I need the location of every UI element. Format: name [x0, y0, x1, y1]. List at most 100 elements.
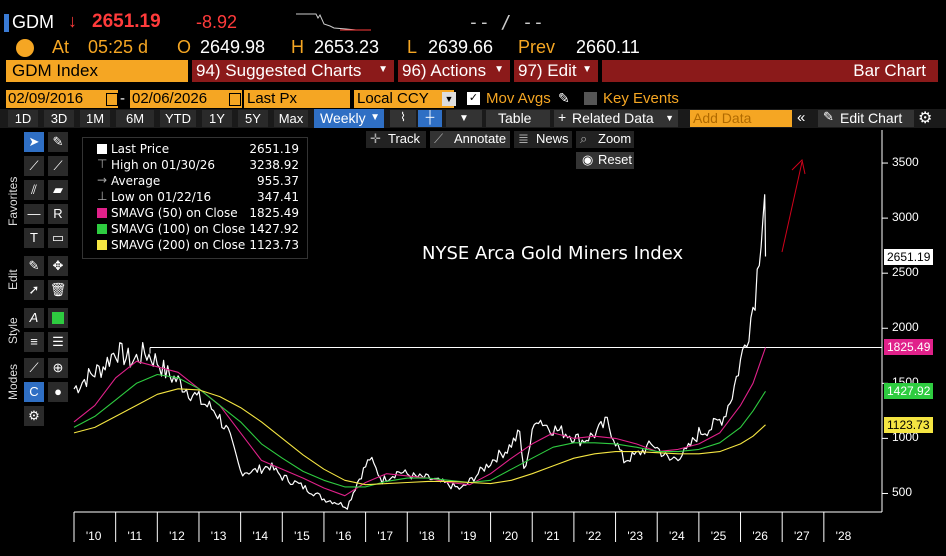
edit-tab[interactable]: Edit [6, 269, 20, 290]
ray-tool[interactable]: ⟋ [48, 156, 68, 176]
price-tag: 1123.73 [884, 416, 933, 433]
field-select[interactable]: Last Px [244, 90, 350, 108]
move-tool[interactable]: ✥ [48, 256, 68, 276]
period-button-ytd[interactable]: YTD [160, 110, 196, 127]
frequency-select[interactable]: Weekly ▼ [314, 109, 384, 128]
edit-chart-button[interactable]: ✎ Edit Chart [818, 109, 914, 127]
marker-tool[interactable]: ✎ [24, 256, 44, 276]
fill-tool[interactable]: ▰ [48, 180, 68, 200]
track-button[interactable]: ✛ Track [366, 131, 426, 148]
actions-menu[interactable]: 96) Actions ▼ [398, 60, 510, 82]
legend-row[interactable]: → Average 955.37 [83, 173, 305, 189]
line-style-tool[interactable]: ≡ [24, 332, 44, 352]
line-width-tool[interactable]: ☰ [48, 332, 68, 352]
x-tick-label: '17 [377, 529, 394, 543]
snapshot-tool[interactable]: C [24, 382, 44, 402]
annotation-arrow-head [791, 158, 806, 175]
magnet-tool[interactable]: ⊕ [48, 358, 68, 378]
security-label: GDM Index [12, 61, 98, 80]
zoom-icon: ⌕ [580, 131, 588, 146]
menu-bar: GDM Index 94) Suggested Charts ▼ 96) Act… [0, 60, 946, 82]
zoom-button[interactable]: ⌕ Zoom [576, 131, 634, 148]
trendline-tool[interactable]: ⟋ [24, 156, 44, 176]
suggested-charts-menu[interactable]: 94) Suggested Charts ▼ [192, 60, 394, 82]
annotation-arrow-line [781, 161, 803, 253]
related-data-button[interactable]: + Related Data ▼ [554, 109, 678, 127]
end-date-value: 02/06/2026 [132, 90, 208, 107]
select-tool[interactable]: ➚ [24, 280, 44, 300]
chart-style-dropdown[interactable]: ▼ [446, 110, 482, 127]
gear-icon[interactable]: ⚙ [918, 110, 933, 127]
table-button[interactable]: Table [486, 110, 550, 127]
annotate-button[interactable]: ⟋ Annotate [430, 131, 510, 148]
edit-label: 97) Edit [518, 61, 577, 80]
period-button-3d[interactable]: 3D [44, 110, 74, 127]
start-date-input[interactable]: 02/09/2016 [6, 90, 118, 108]
style-tab[interactable]: Style [6, 317, 20, 344]
mov-avgs-checkbox[interactable]: ✓ [467, 92, 480, 105]
text-tool[interactable]: T [24, 228, 44, 248]
legend-row[interactable]: SMAVG (50) on Close 1825.49 [83, 206, 305, 221]
settings-gear-icon[interactable]: ⚙ [24, 406, 44, 426]
legend-row[interactable]: SMAVG (100) on Close 1427.92 [83, 222, 305, 237]
mov-avgs-label: Mov Avgs [486, 90, 551, 107]
rectangle-tool[interactable]: ▭ [48, 228, 68, 248]
channel-tool[interactable]: ⫽ [24, 180, 44, 200]
end-date-input[interactable]: 02/06/2026 [130, 90, 242, 108]
period-button-5y[interactable]: 5Y [238, 110, 268, 127]
line-chart-button[interactable]: ⌇ [390, 110, 416, 127]
calendar-icon[interactable] [106, 93, 118, 106]
security-field[interactable]: GDM Index [6, 60, 188, 82]
crosshair-icon: ✛ [370, 131, 381, 146]
color-picker[interactable] [48, 308, 68, 328]
reset-button[interactable]: ◉ Reset [576, 152, 634, 169]
legend-marker-icon: ⊤ [97, 157, 108, 171]
x-tick-label: '10 [85, 529, 102, 543]
currency-value: Local CCY [357, 90, 429, 107]
suggested-charts-label: 94) Suggested Charts [196, 61, 362, 80]
pen-tool[interactable]: ✎ [48, 132, 68, 152]
currency-select[interactable]: Local CCY [354, 90, 454, 108]
legend-row[interactable]: SMAVG (200) on Close 1123.73 [83, 238, 305, 253]
add-data-input[interactable]: Add Data [690, 110, 792, 127]
x-tick-label: '23 [627, 529, 644, 543]
key-events-checkbox[interactable] [584, 92, 597, 105]
period-button-6m[interactable]: 6M [116, 110, 154, 127]
palette-tool[interactable]: ● [48, 382, 68, 402]
quote-time: 05:25 d [88, 37, 149, 57]
calendar-icon[interactable] [229, 93, 241, 106]
period-button-1m[interactable]: 1M [80, 110, 110, 127]
crosshair-tool[interactable]: ⟋ [24, 358, 44, 378]
news-button[interactable]: ≣ News [514, 131, 572, 148]
font-tool[interactable]: A [24, 308, 44, 328]
legend-row[interactable]: ⊥ Low on 01/22/16 347.41 [83, 189, 305, 205]
trash-icon[interactable]: 🗑 [48, 280, 68, 300]
prev-label: Prev [518, 37, 556, 57]
legend-label: Low on 01/22/16 [111, 190, 212, 204]
date-separator: - [120, 90, 125, 107]
actions-label: 96) Actions [402, 61, 487, 80]
pencil-icon[interactable]: ✎ [558, 90, 570, 106]
y-tick-label: 500 [892, 485, 913, 500]
drawing-tools-panel: ➤ ✎ ⟋ ⟋ ⫽ ▰ — R T ▭ ✎ ✥ ➚ 🗑 A ≡ ☰ ⟋ ⊕ C … [0, 130, 72, 430]
collapse-icon[interactable]: « [797, 109, 806, 126]
legend-row[interactable]: Last Price 2651.19 [83, 142, 305, 157]
x-tick-label: '27 [794, 529, 810, 543]
period-button-1d[interactable]: 1D [8, 110, 38, 127]
currency-dropdown-button[interactable]: ▼ [442, 92, 456, 106]
edit-menu[interactable]: 97) Edit ▼ [514, 60, 598, 82]
bar-chart-button[interactable]: ┼ [418, 110, 442, 127]
period-button-1y[interactable]: 1Y [202, 110, 232, 127]
period-button-max[interactable]: Max [274, 110, 308, 127]
reset-label: Reset [598, 152, 632, 167]
pencil-icon: ✎ [823, 109, 834, 124]
legend-row[interactable]: ⊤ High on 01/30/26 3238.92 [83, 157, 305, 173]
modes-tab[interactable]: Modes [6, 363, 20, 400]
horizontal-line-tool[interactable]: — [24, 204, 44, 224]
pointer-tool[interactable]: ➤ [24, 132, 44, 152]
favorites-tab[interactable]: Favorites [6, 176, 20, 226]
legend-label: High on 01/30/26 [111, 158, 216, 172]
chart-type-label: Bar Chart [853, 61, 926, 80]
retracement-tool[interactable]: R [48, 204, 68, 224]
